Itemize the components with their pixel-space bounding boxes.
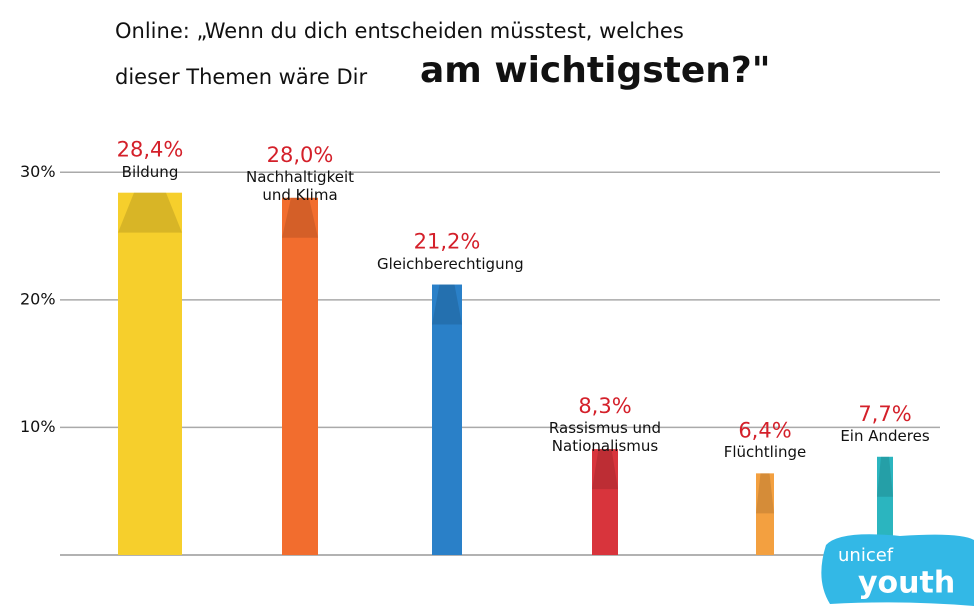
logo-background	[821, 534, 974, 606]
value-label: 28,0%	[267, 143, 334, 167]
chart-title: dieser Themen wäre Dir	[115, 65, 367, 89]
category-label: Ein Anderes	[840, 426, 930, 445]
chart-title: Online: „Wenn du dich entscheiden müsste…	[115, 19, 684, 43]
bar	[432, 284, 462, 555]
category-label: Gleichberechtigung	[377, 254, 524, 273]
bar	[282, 197, 318, 555]
pen-tip	[877, 456, 893, 497]
value-label: 28,4%	[117, 138, 184, 162]
value-label: 6,4%	[738, 418, 791, 442]
value-label: 7,7%	[858, 402, 911, 426]
category-label: Bildung	[121, 162, 179, 181]
y-tick-label: 10%	[20, 417, 56, 436]
y-tick-label: 30%	[20, 162, 56, 181]
pen-tip	[282, 197, 318, 238]
chart-title-emphasis: am wichtigsten?"	[420, 50, 771, 91]
y-tick-label: 20%	[20, 289, 56, 308]
pen-tip	[592, 449, 618, 490]
bar	[118, 192, 182, 555]
logo-brand: unicef	[838, 545, 894, 566]
bar	[877, 456, 893, 555]
category-label: Nachhaltigkeit und Klima	[245, 167, 355, 204]
pen-tip	[756, 473, 774, 514]
value-label: 21,2%	[414, 230, 481, 254]
pen-tip	[432, 284, 462, 325]
logo-program: youth	[858, 566, 955, 601]
category-label: Flüchtlinge	[723, 443, 807, 462]
category-label: Rassismus und Nationalismus	[548, 419, 662, 456]
value-label: 8,3%	[578, 394, 631, 418]
bar	[592, 449, 618, 555]
bar	[756, 473, 774, 555]
pen-tip	[118, 192, 182, 233]
